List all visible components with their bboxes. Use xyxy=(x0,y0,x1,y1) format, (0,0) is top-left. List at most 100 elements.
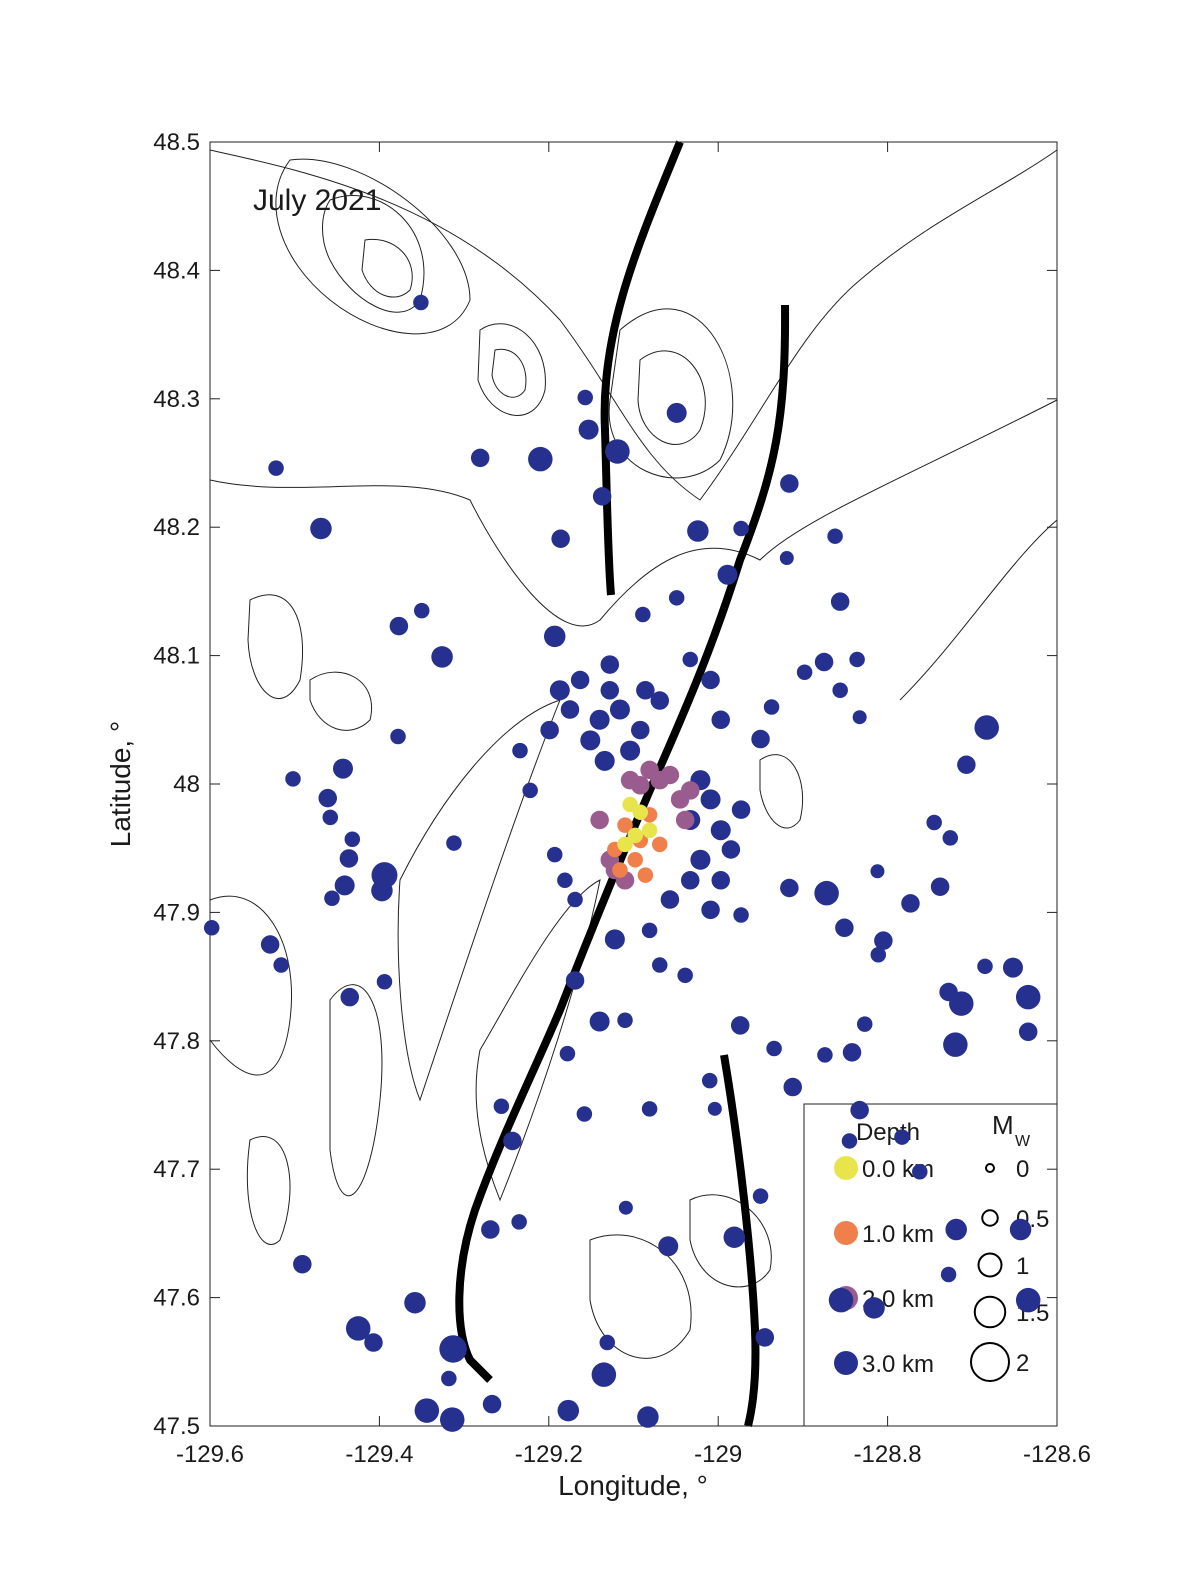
ridge-segment xyxy=(600,140,684,596)
earthquake-point xyxy=(609,699,630,720)
earthquake-point xyxy=(977,958,993,975)
contour xyxy=(397,699,561,1102)
earthquake-point xyxy=(600,655,620,674)
earthquake-point xyxy=(632,804,649,820)
earthquake-point xyxy=(660,890,680,909)
legend-marker xyxy=(834,1221,858,1245)
earthquake-point xyxy=(439,1335,467,1363)
earthquake-point xyxy=(310,517,332,540)
earthquake-point xyxy=(324,890,340,907)
earthquake-point xyxy=(849,651,865,668)
earthquake-point xyxy=(675,810,695,830)
size-legend-label: 0 xyxy=(1016,1156,1029,1183)
x-tick-label: -129.4 xyxy=(345,1441,413,1468)
earthquake-point xyxy=(700,789,721,810)
x-axis-label: Longitude, ° xyxy=(558,1470,708,1501)
earthquake-point xyxy=(371,879,393,902)
chart-title: July 2021 xyxy=(253,184,381,217)
earthquake-point xyxy=(318,788,337,808)
earthquake-point xyxy=(344,831,361,847)
earthquake-point xyxy=(641,822,658,838)
earthquake-point xyxy=(549,680,570,701)
y-tick-label: 47.9 xyxy=(153,899,200,926)
earthquake-point xyxy=(567,891,583,908)
earthquake-point xyxy=(751,729,770,749)
earthquake-point xyxy=(612,862,628,878)
earthquake-point xyxy=(912,1164,928,1180)
earthquake-point xyxy=(974,715,999,740)
earthquake-point xyxy=(711,871,730,890)
earthquake-point xyxy=(439,1407,465,1432)
earthquake-point xyxy=(701,670,720,690)
legend-label: 1.0 km xyxy=(862,1221,934,1248)
earthquake-point xyxy=(599,1334,615,1351)
contour xyxy=(309,671,372,731)
earthquake-point xyxy=(285,771,301,787)
earthquake-point xyxy=(345,1316,371,1341)
earthquake-point xyxy=(635,606,651,623)
earthquake-point xyxy=(631,776,650,795)
earthquake-point xyxy=(901,894,920,913)
contour xyxy=(247,594,304,700)
earthquake-point xyxy=(577,389,593,406)
contour xyxy=(275,158,471,335)
earthquake-point xyxy=(827,528,843,544)
y-tick-label: 47.8 xyxy=(153,1028,200,1055)
earthquake-point xyxy=(522,782,538,799)
earthquake-point xyxy=(413,294,429,311)
earthquake-point xyxy=(721,840,741,859)
bathymetry-contours xyxy=(209,149,1058,1359)
x-tick-label: -129.6 xyxy=(176,1441,244,1468)
earthquake-point xyxy=(557,872,573,889)
earthquake-point xyxy=(1015,984,1041,1010)
ridge-segment xyxy=(720,1054,760,1427)
earthquake-point xyxy=(943,1032,968,1057)
earthquake-point xyxy=(334,875,355,896)
earthquake-point xyxy=(340,987,360,1007)
earthquake-point xyxy=(578,419,599,440)
earthquake-point xyxy=(939,982,958,1002)
size-legend-marker xyxy=(977,1252,1003,1278)
earthquake-point xyxy=(682,651,698,668)
earthquake-point xyxy=(842,1043,862,1062)
earthquake-point xyxy=(605,439,630,464)
earthquake-point xyxy=(690,849,711,870)
earthquake-point xyxy=(540,720,559,740)
earthquake-point xyxy=(390,728,406,745)
size-legend-marker xyxy=(981,1209,999,1227)
y-tick-label: 48.1 xyxy=(153,643,200,670)
earthquake-point xyxy=(594,750,615,771)
earthquake-point xyxy=(576,1106,593,1122)
earthquake-point xyxy=(637,1406,659,1428)
earthquake-point xyxy=(414,1398,440,1423)
legend-marker xyxy=(834,1156,858,1180)
earthquake-point xyxy=(203,920,220,936)
y-tick-label: 48.5 xyxy=(153,129,200,156)
contour xyxy=(209,399,1058,627)
earthquake-point xyxy=(652,957,668,973)
earthquake-point xyxy=(604,929,625,950)
earthquake-point xyxy=(617,1012,633,1029)
contour xyxy=(329,984,383,1197)
earthquake-point xyxy=(852,710,867,725)
earthquake-point xyxy=(364,1333,383,1352)
earthquake-point xyxy=(560,700,580,719)
earthquake-point xyxy=(817,1047,833,1063)
earthquake-point xyxy=(828,1287,854,1313)
earthquake-point xyxy=(870,864,885,879)
earthquake-point xyxy=(717,564,738,585)
earthquake-point xyxy=(592,487,612,506)
earthquake-point xyxy=(512,742,528,759)
earthquake-point xyxy=(894,1129,910,1145)
earthquake-point xyxy=(322,809,339,826)
earthquake-point xyxy=(557,1399,580,1422)
earthquake-point xyxy=(733,907,749,923)
legend-title: Depth xyxy=(856,1119,920,1146)
earthquake-point xyxy=(617,817,633,833)
contour xyxy=(491,348,527,398)
x-tick-label: -129 xyxy=(694,1441,742,1468)
earthquake-point xyxy=(627,827,643,844)
contour xyxy=(759,754,804,829)
earthquake-point xyxy=(580,730,601,751)
